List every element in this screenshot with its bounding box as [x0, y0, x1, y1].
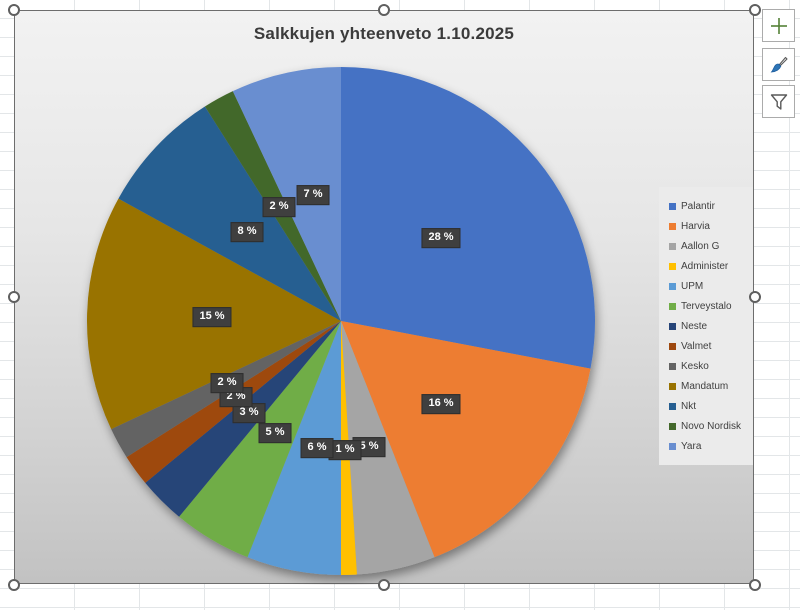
legend-swatch-nkt [669, 402, 676, 410]
data-label-kesko[interactable]: 2 % [210, 373, 244, 393]
data-label-administer[interactable]: 1 % [328, 440, 362, 460]
legend-item-neste[interactable]: Neste [669, 316, 749, 336]
legend-item-kesko[interactable]: Kesko [669, 356, 749, 376]
legend-swatch-administer [669, 262, 676, 270]
legend-label: Neste [681, 320, 708, 332]
pie-slice-yara[interactable] [232, 67, 341, 321]
legend-swatch-novo-nordisk [669, 422, 676, 430]
selection-handle-ne[interactable] [749, 4, 761, 16]
data-label-mandatum[interactable]: 15 % [192, 307, 232, 327]
chart-legend[interactable]: Palantir Harvia Aallon G Administer UPM Terve… [659, 187, 753, 465]
legend-swatch-aallon-g [669, 242, 676, 250]
legend-label: Harvia [681, 220, 710, 232]
legend-label: Nkt [681, 400, 696, 412]
funnel-icon [769, 92, 789, 112]
legend-label: Aallon G [681, 240, 720, 252]
data-label-nkt[interactable]: 8 % [230, 222, 264, 242]
legend-item-palantir[interactable]: Palantir [669, 196, 749, 216]
legend-item-aallon-g[interactable]: Aallon G [669, 236, 749, 256]
chart-styles-button[interactable] [762, 48, 795, 81]
legend-swatch-mandatum [669, 382, 676, 390]
selection-handle-e[interactable] [749, 291, 761, 303]
selection-handle-w[interactable] [8, 291, 20, 303]
legend-label: Mandatum [681, 380, 729, 392]
legend-swatch-valmet [669, 342, 676, 350]
legend-swatch-terveystalo [669, 302, 676, 310]
data-label-upm[interactable]: 6 % [300, 438, 334, 458]
legend-label: Palantir [681, 200, 715, 212]
data-label-yara[interactable]: 7 % [296, 185, 330, 205]
data-label-harvia[interactable]: 16 % [421, 394, 461, 414]
legend-item-nkt[interactable]: Nkt [669, 396, 749, 416]
chart-elements-button[interactable] [762, 9, 795, 42]
legend-swatch-harvia [669, 222, 676, 230]
pie-chart [86, 67, 595, 575]
legend-swatch-upm [669, 282, 676, 290]
legend-label: Valmet [681, 340, 712, 352]
legend-label: Administer [681, 260, 729, 272]
legend-item-valmet[interactable]: Valmet [669, 336, 749, 356]
pie-slice-palantir[interactable] [341, 67, 595, 369]
legend-item-upm[interactable]: UPM [669, 276, 749, 296]
selection-handle-n[interactable] [378, 4, 390, 16]
selection-handle-s[interactable] [378, 579, 390, 591]
selection-handle-se[interactable] [749, 579, 761, 591]
legend-swatch-palantir [669, 202, 676, 210]
legend-label: Yara [681, 440, 702, 452]
selection-handle-nw[interactable] [8, 4, 20, 16]
legend-item-mandatum[interactable]: Mandatum [669, 376, 749, 396]
legend-swatch-neste [669, 322, 676, 330]
data-label-terveystalo[interactable]: 5 % [258, 423, 292, 443]
pie-slice-nkt[interactable] [118, 106, 341, 321]
pie-slice-harvia[interactable] [341, 321, 591, 558]
legend-label: UPM [681, 280, 704, 292]
legend-label: Kesko [681, 360, 709, 372]
legend-label: Terveystalo [681, 300, 732, 312]
data-label-palantir[interactable]: 28 % [421, 228, 461, 248]
pie-slice-aallon-g[interactable] [341, 321, 435, 575]
pie-slice-upm[interactable] [247, 321, 342, 575]
legend-item-harvia[interactable]: Harvia [669, 216, 749, 236]
paintbrush-icon [769, 55, 789, 75]
chart-filters-button[interactable] [762, 85, 795, 118]
legend-item-administer[interactable]: Administer [669, 256, 749, 276]
legend-swatch-kesko [669, 362, 676, 370]
plus-icon [769, 16, 789, 36]
legend-swatch-yara [669, 442, 676, 450]
legend-item-yara[interactable]: Yara [669, 436, 749, 456]
legend-item-novo-nordisk[interactable]: Novo Nordisk [669, 416, 749, 436]
data-label-novo-nordisk[interactable]: 2 % [262, 197, 296, 217]
legend-label: Novo Nordisk [681, 420, 742, 432]
selection-handle-sw[interactable] [8, 579, 20, 591]
legend-item-terveystalo[interactable]: Terveystalo [669, 296, 749, 316]
chart-area[interactable]: Salkkujen yhteenveto 1.10.2025 28 % 16 % 5… [14, 10, 754, 584]
chart-title[interactable]: Salkkujen yhteenveto 1.10.2025 [253, 24, 515, 43]
